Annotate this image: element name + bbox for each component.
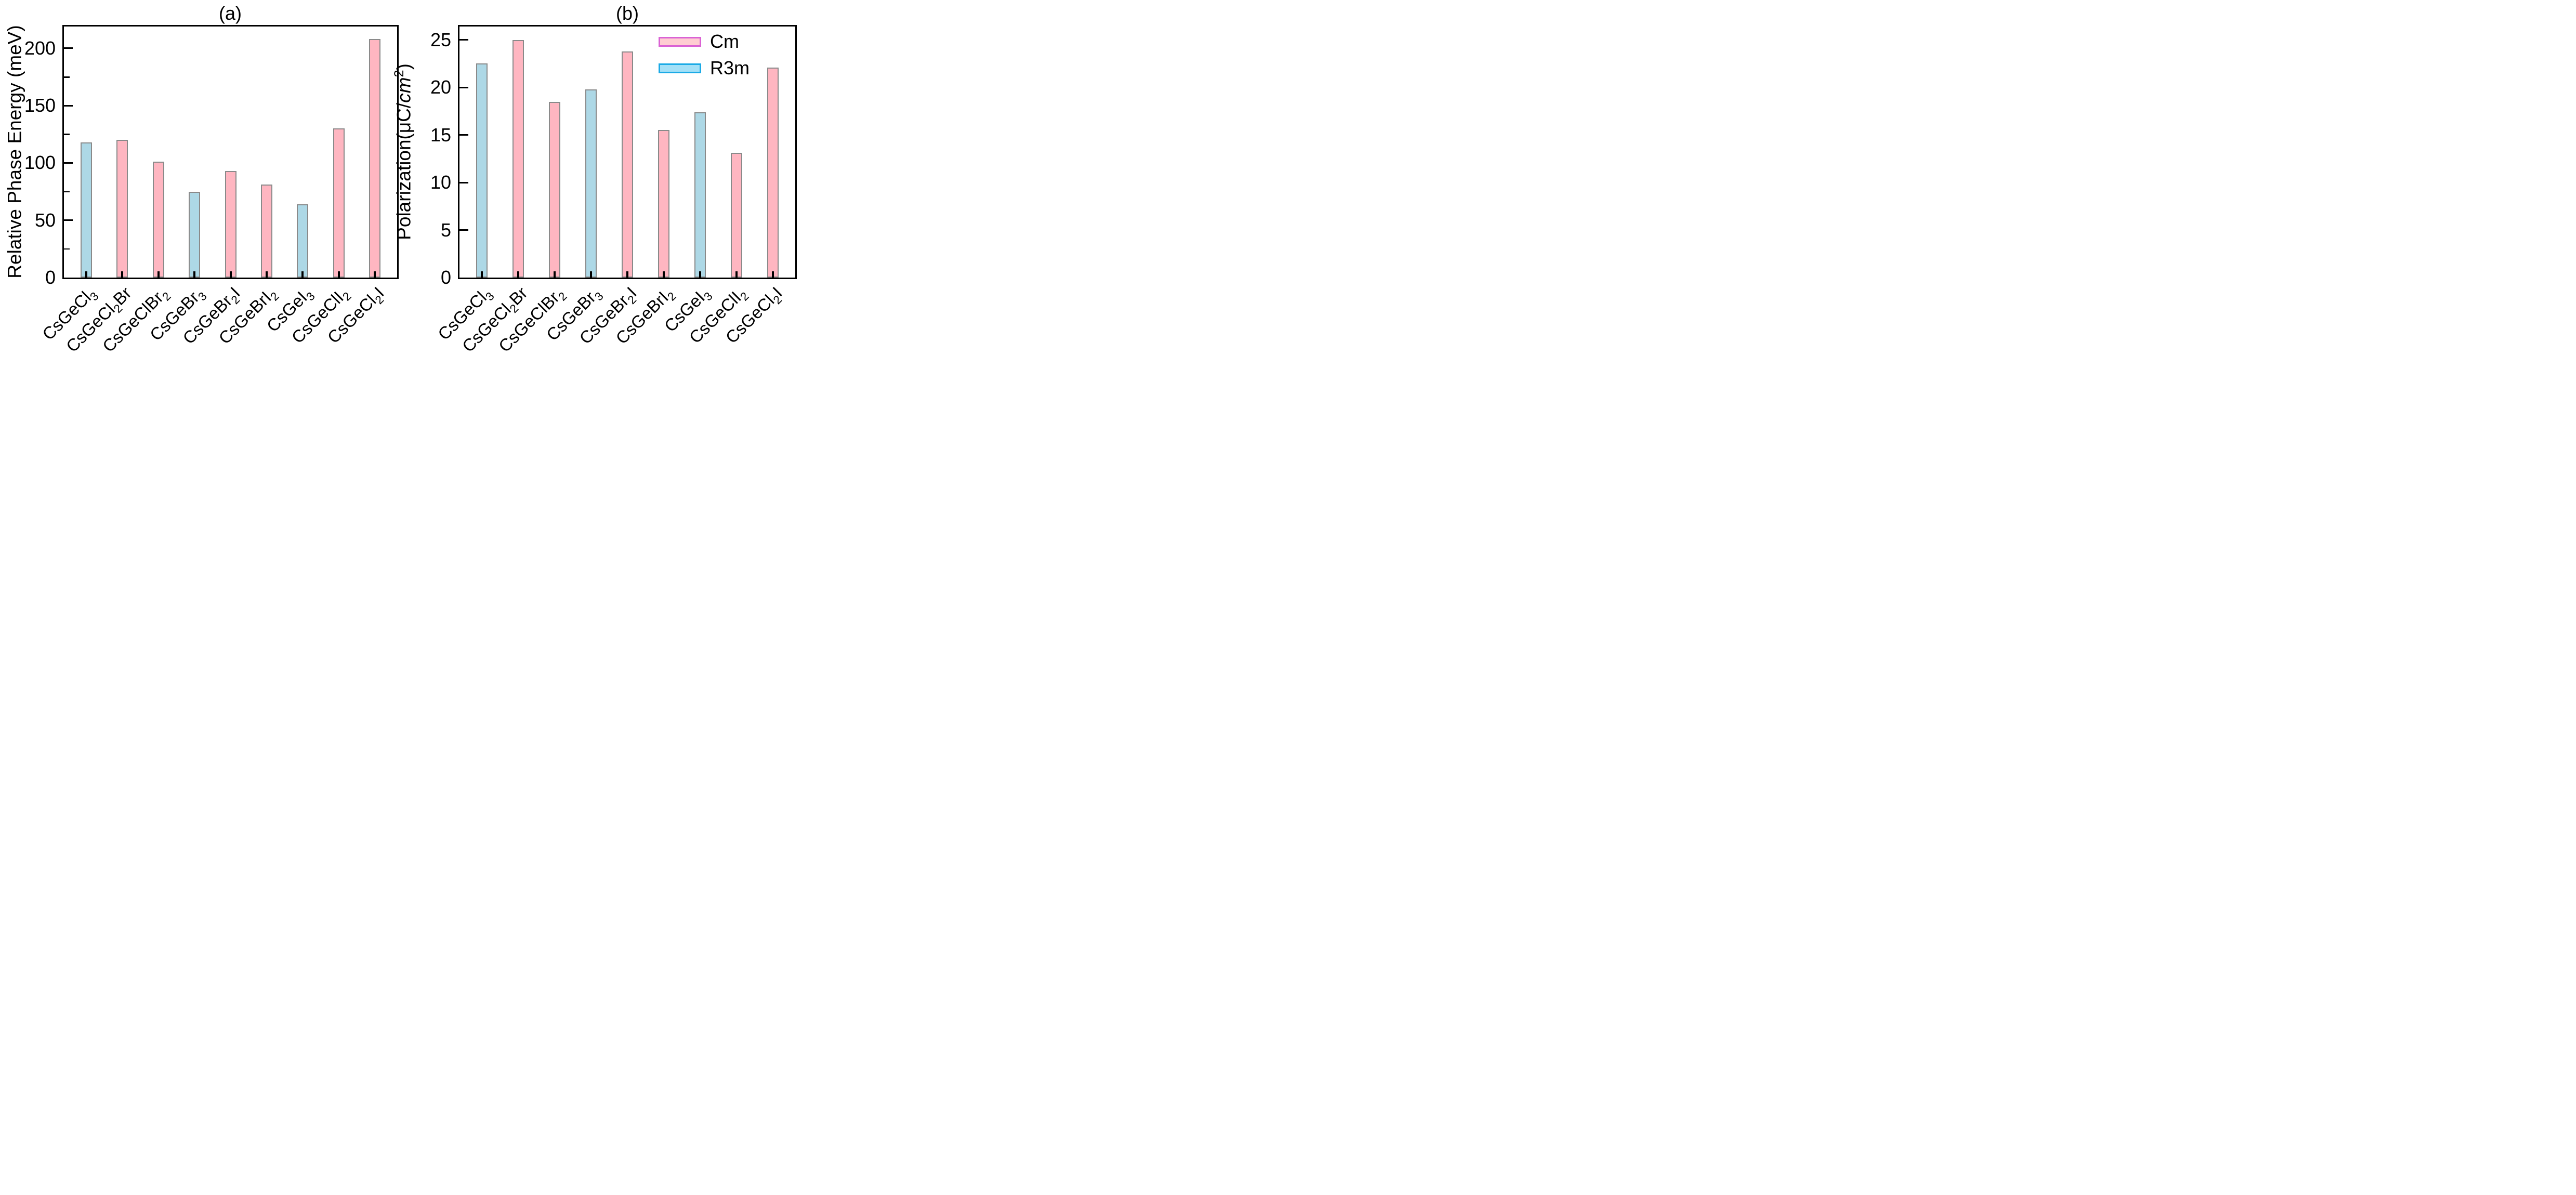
- y-tick-major: [459, 229, 468, 231]
- legend-item-cm: Cm: [659, 32, 750, 51]
- y-tick-major: [64, 219, 73, 221]
- y-tick-label: 10: [430, 172, 451, 193]
- axis-spine-top: [458, 25, 797, 27]
- x-tick: [301, 271, 304, 278]
- x-tick: [481, 271, 483, 278]
- panel-a-title: (a): [219, 3, 242, 24]
- bar-CsGeBrI2: [658, 130, 669, 278]
- legend-swatch-cm: [659, 36, 701, 47]
- x-tick: [337, 271, 340, 278]
- y-tick-minor: [64, 76, 70, 78]
- y-tick-minor: [64, 191, 70, 193]
- y-tick-minor: [64, 134, 70, 135]
- bar-CsGeI3: [694, 112, 706, 278]
- figure-bar-charts: (a) (b) 0 50 100 150 200 Relative Phase Energ…: [0, 0, 805, 373]
- panel-b-title: (b): [616, 3, 639, 24]
- bar-CsGeCl2I: [767, 67, 779, 278]
- legend-label-cm: Cm: [710, 31, 739, 52]
- y-tick-minor: [64, 248, 70, 250]
- y-tick-major: [64, 162, 73, 164]
- y-axis-label: Polarization(μC/cm2): [392, 63, 415, 240]
- bar-CsGeCl3: [476, 63, 488, 278]
- bar-CsGeClBr2: [549, 101, 561, 278]
- y-tick-label: 0: [440, 267, 451, 288]
- y-tick-major: [64, 104, 73, 107]
- axis-spine-right: [397, 25, 399, 279]
- y-tick-major: [459, 134, 468, 136]
- bar-CsGeBr2I: [622, 51, 633, 278]
- x-tick: [121, 271, 124, 278]
- bar-CsGeCl2Br: [512, 40, 524, 278]
- x-tick: [699, 271, 701, 278]
- y-tick-label: 100: [24, 152, 56, 174]
- y-tick-label: 5: [440, 219, 451, 241]
- x-tick: [662, 271, 665, 278]
- axis-spine-left: [458, 25, 459, 279]
- y-tick-label: 0: [45, 267, 56, 288]
- y-tick-major: [459, 86, 468, 88]
- panel-b-polarization: 0 5 10 15 20 25 Polarization(μC/cm2) CsGeCl3 CsG…: [0, 0, 805, 373]
- y-tick-label: 20: [430, 76, 451, 98]
- y-tick-label: 50: [34, 209, 56, 231]
- legend: Cm R3m: [659, 32, 750, 77]
- y-tick-label: 25: [430, 29, 451, 50]
- x-tick: [229, 271, 232, 278]
- panel-a-relative-phase-energy: 0 50 100 150 200 Relative Phase Energy (meV) C…: [0, 0, 805, 373]
- x-tick: [517, 271, 520, 278]
- legend-swatch-r3m: [659, 63, 701, 73]
- y-tick-major: [459, 39, 468, 41]
- x-tick: [771, 271, 774, 278]
- x-tick: [265, 271, 268, 278]
- x-tick: [626, 271, 628, 278]
- x-tick: [590, 271, 593, 278]
- axis-spine-bottom: [62, 278, 399, 279]
- y-tick-major: [459, 181, 468, 183]
- x-tick: [157, 271, 160, 278]
- bar-CsGeClI2: [730, 153, 742, 278]
- axis-spine-left: [62, 25, 64, 279]
- legend-label-r3m: R3m: [710, 57, 750, 78]
- x-tick: [554, 271, 556, 278]
- x-tick: [193, 271, 196, 278]
- bar-CsGeBr3: [585, 89, 597, 278]
- x-tick: [373, 271, 376, 278]
- x-tick: [85, 271, 87, 278]
- y-tick-label: 15: [430, 124, 451, 146]
- y-tick-label: 200: [24, 37, 56, 59]
- axis-spine-bottom: [458, 278, 797, 279]
- x-tick: [735, 271, 738, 278]
- y-tick-label: 150: [24, 95, 56, 116]
- y-tick-major: [64, 47, 73, 49]
- axis-spine-right: [795, 25, 797, 279]
- legend-item-r3m: R3m: [659, 59, 750, 77]
- axis-spine-top: [62, 25, 399, 27]
